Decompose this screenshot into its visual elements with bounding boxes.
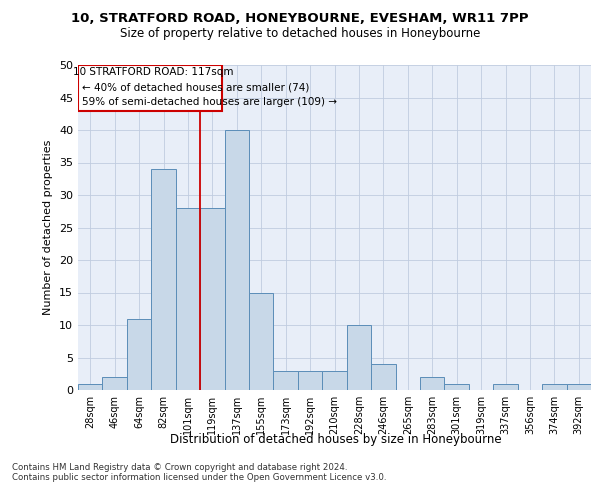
Bar (151, 169, 176, 390)
Text: ← 40% of detached houses are smaller (74): ← 40% of detached houses are smaller (74… (82, 82, 309, 92)
Bar (347, 325, 371, 390)
Text: Contains public sector information licensed under the Open Government Licence v3: Contains public sector information licen… (12, 472, 386, 482)
Bar (78, 384, 103, 390)
Bar (420, 377, 445, 390)
Bar (103, 377, 127, 390)
Y-axis label: Number of detached properties: Number of detached properties (43, 140, 53, 315)
Bar (493, 384, 518, 390)
Bar (566, 384, 591, 390)
Text: Distribution of detached houses by size in Honeybourne: Distribution of detached houses by size … (170, 432, 502, 446)
Bar (274, 370, 298, 390)
Text: 10 STRATFORD ROAD: 117sqm: 10 STRATFORD ROAD: 117sqm (73, 67, 234, 77)
Text: Contains HM Land Registry data © Crown copyright and database right 2024.: Contains HM Land Registry data © Crown c… (12, 462, 347, 471)
Bar (200, 208, 224, 390)
Text: 59% of semi-detached houses are larger (109) →: 59% of semi-detached houses are larger (… (82, 98, 337, 108)
Bar (371, 364, 395, 390)
Bar (249, 292, 274, 390)
Bar (322, 370, 347, 390)
Text: Size of property relative to detached houses in Honeybourne: Size of property relative to detached ho… (120, 28, 480, 40)
Bar (127, 318, 151, 390)
Bar (224, 130, 249, 390)
Text: 10, STRATFORD ROAD, HONEYBOURNE, EVESHAM, WR11 7PP: 10, STRATFORD ROAD, HONEYBOURNE, EVESHAM… (71, 12, 529, 26)
Bar (542, 384, 566, 390)
Bar (176, 208, 200, 390)
Bar (298, 370, 322, 390)
Bar (445, 384, 469, 390)
Bar (78, 65, 222, 110)
